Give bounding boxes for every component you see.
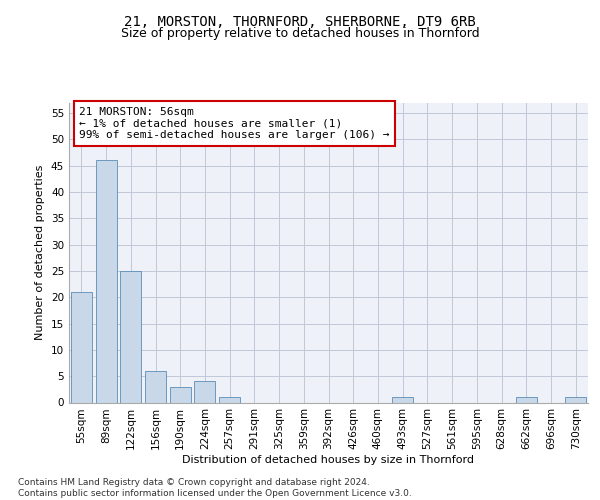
Bar <box>392 397 413 402</box>
Y-axis label: Number of detached properties: Number of detached properties <box>35 165 46 340</box>
Bar <box>170 386 191 402</box>
Text: Size of property relative to detached houses in Thornford: Size of property relative to detached ho… <box>121 28 479 40</box>
Bar <box>219 397 240 402</box>
Bar <box>71 292 92 403</box>
Text: Contains HM Land Registry data © Crown copyright and database right 2024.
Contai: Contains HM Land Registry data © Crown c… <box>18 478 412 498</box>
X-axis label: Distribution of detached houses by size in Thornford: Distribution of detached houses by size … <box>182 455 475 465</box>
Bar <box>194 382 215 402</box>
Text: 21 MORSTON: 56sqm
← 1% of detached houses are smaller (1)
99% of semi-detached h: 21 MORSTON: 56sqm ← 1% of detached house… <box>79 107 390 140</box>
Bar <box>565 397 586 402</box>
Text: 21, MORSTON, THORNFORD, SHERBORNE, DT9 6RB: 21, MORSTON, THORNFORD, SHERBORNE, DT9 6… <box>124 15 476 29</box>
Bar <box>516 397 537 402</box>
Bar <box>120 271 141 402</box>
Bar <box>145 371 166 402</box>
Bar <box>95 160 116 402</box>
